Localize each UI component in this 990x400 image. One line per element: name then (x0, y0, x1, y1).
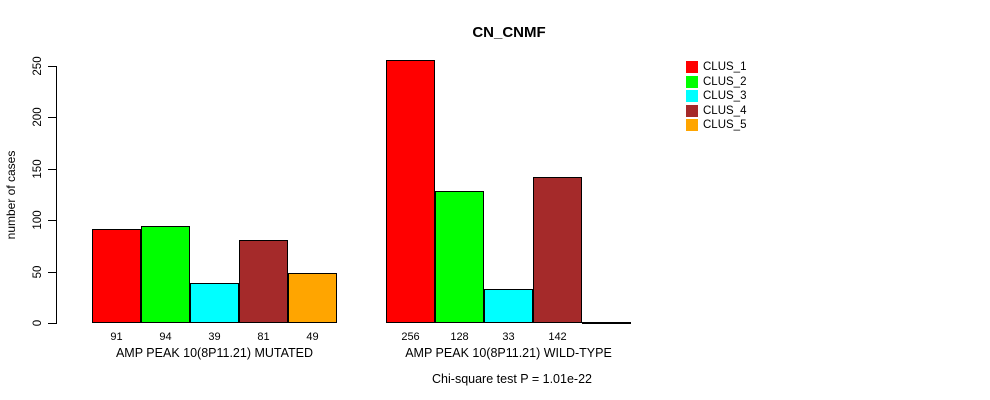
y-tick-mark (48, 117, 56, 118)
legend-swatch-icon (686, 75, 698, 88)
bar-clus_5 (288, 273, 337, 323)
bar-value-label: 94 (159, 331, 172, 343)
legend-label: CLUS_4 (703, 104, 747, 117)
legend-label: CLUS_2 (703, 75, 747, 88)
bar-value-label: 128 (450, 331, 469, 343)
y-tick-mark (48, 323, 56, 324)
y-tick-label: 250 (32, 56, 44, 76)
legend-swatch-icon (686, 90, 698, 103)
y-tick-mark (48, 272, 56, 273)
bar-value-label: 256 (401, 331, 420, 343)
bar-clus_4 (533, 177, 582, 323)
bar-clus_1 (92, 229, 141, 323)
y-tick-mark (48, 169, 56, 170)
legend: CLUS_1 CLUS_2 CLUS_3 CLUS_4 CLUS_5 (686, 60, 746, 133)
group-axis-label: AMP PEAK 10(8P11.21) MUTATED (115, 346, 314, 360)
bar-clus_3 (190, 283, 239, 323)
y-tick-mark (48, 66, 56, 67)
group-axis-label: AMP PEAK 10(8P11.21) WILD-TYPE (405, 346, 612, 360)
bar-clus_4 (239, 240, 288, 323)
bar-value-label: 39 (208, 331, 221, 343)
y-axis-line (56, 66, 57, 324)
y-axis-title: number of cases (4, 150, 18, 240)
y-tick-label: 50 (32, 265, 44, 279)
y-tick-mark (48, 220, 56, 221)
chart-title: CN_CNMF (472, 24, 546, 41)
y-tick-label: 0 (32, 319, 44, 327)
chi-square-annotation: Chi-square test P = 1.01e-22 (432, 372, 592, 386)
legend-swatch-icon (686, 61, 698, 74)
bar-value-label: 33 (502, 331, 515, 343)
legend-swatch-icon (686, 104, 698, 117)
y-tick-label: 200 (32, 107, 44, 127)
legend-item-clus_3: CLUS_3 (686, 89, 746, 104)
legend-item-clus_4: CLUS_4 (686, 104, 746, 119)
bar-clus_2 (141, 226, 190, 323)
legend-label: CLUS_5 (703, 119, 747, 132)
legend-item-clus_1: CLUS_1 (686, 60, 746, 75)
bar-clus_2 (435, 191, 484, 323)
legend-label: CLUS_1 (703, 61, 747, 74)
legend-swatch-icon (686, 119, 698, 132)
legend-item-clus_5: CLUS_5 (686, 118, 746, 133)
bar-clus_1 (386, 60, 435, 323)
bar-clus_3 (484, 289, 533, 323)
bar-value-label: 49 (306, 331, 319, 343)
y-tick-label: 150 (32, 159, 44, 179)
bar-value-label: 91 (110, 331, 123, 343)
y-tick-label: 100 (32, 210, 44, 230)
bar-clus_5-zero (582, 322, 631, 324)
legend-label: CLUS_3 (703, 90, 747, 103)
bar-value-label: 81 (257, 331, 270, 343)
legend-item-clus_2: CLUS_2 (686, 75, 746, 90)
bar-value-label: 142 (548, 331, 567, 343)
